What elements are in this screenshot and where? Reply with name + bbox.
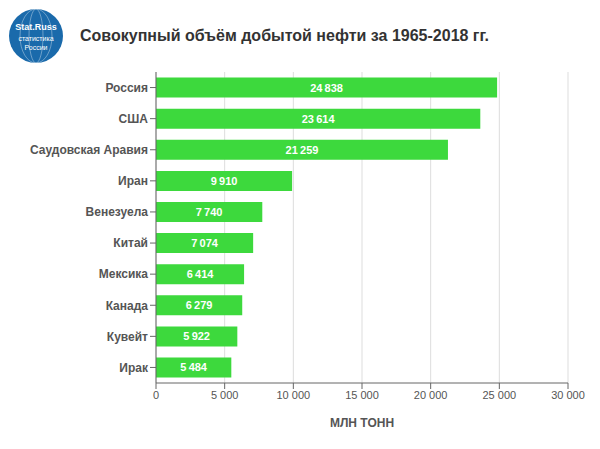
svg-text:9 910: 9 910 xyxy=(211,175,238,187)
svg-text:Stat.Russ: Stat.Russ xyxy=(15,22,57,32)
svg-text:24 838: 24 838 xyxy=(310,82,343,94)
html-text:Совокупный объём добытой нефти: Совокупный объём добытой нефти за 1965-2… xyxy=(80,27,489,44)
svg-text:Канада: Канада xyxy=(106,299,149,313)
svg-text:0: 0 xyxy=(153,389,159,401)
svg-text:России: России xyxy=(24,44,47,51)
svg-text:Венезуела: Венезуела xyxy=(86,205,149,219)
svg-text:США: США xyxy=(119,112,149,126)
svg-text:6 414: 6 414 xyxy=(187,268,215,280)
svg-text:статистика: статистика xyxy=(18,35,53,42)
svg-text:7 740: 7 740 xyxy=(196,206,223,218)
svg-text:21 259: 21 259 xyxy=(286,144,319,156)
svg-text:Мексика: Мексика xyxy=(99,267,149,281)
svg-text:Иран: Иран xyxy=(118,174,148,188)
svg-text:25 000: 25 000 xyxy=(483,389,517,401)
svg-text:6 279: 6 279 xyxy=(186,299,213,311)
svg-text:23 614: 23 614 xyxy=(302,113,336,125)
svg-text:Китай: Китай xyxy=(113,236,148,250)
svg-text:Россия: Россия xyxy=(105,81,148,95)
svg-text:15 000: 15 000 xyxy=(345,389,379,401)
svg-text:Саудовская Аравия: Саудовская Аравия xyxy=(30,143,148,157)
svg-text:7 074: 7 074 xyxy=(191,237,219,249)
svg-text:30 000: 30 000 xyxy=(551,389,585,401)
svg-text:МЛН ТОНН: МЛН ТОНН xyxy=(330,416,394,430)
svg-text:20 000: 20 000 xyxy=(414,389,448,401)
svg-text:Кувейт: Кувейт xyxy=(107,330,148,344)
svg-text:5 000: 5 000 xyxy=(211,389,239,401)
svg-text:10 000: 10 000 xyxy=(277,389,311,401)
svg-text:5 922: 5 922 xyxy=(183,330,210,342)
svg-text:Ирак: Ирак xyxy=(119,361,149,375)
svg-text:5 484: 5 484 xyxy=(180,361,208,373)
